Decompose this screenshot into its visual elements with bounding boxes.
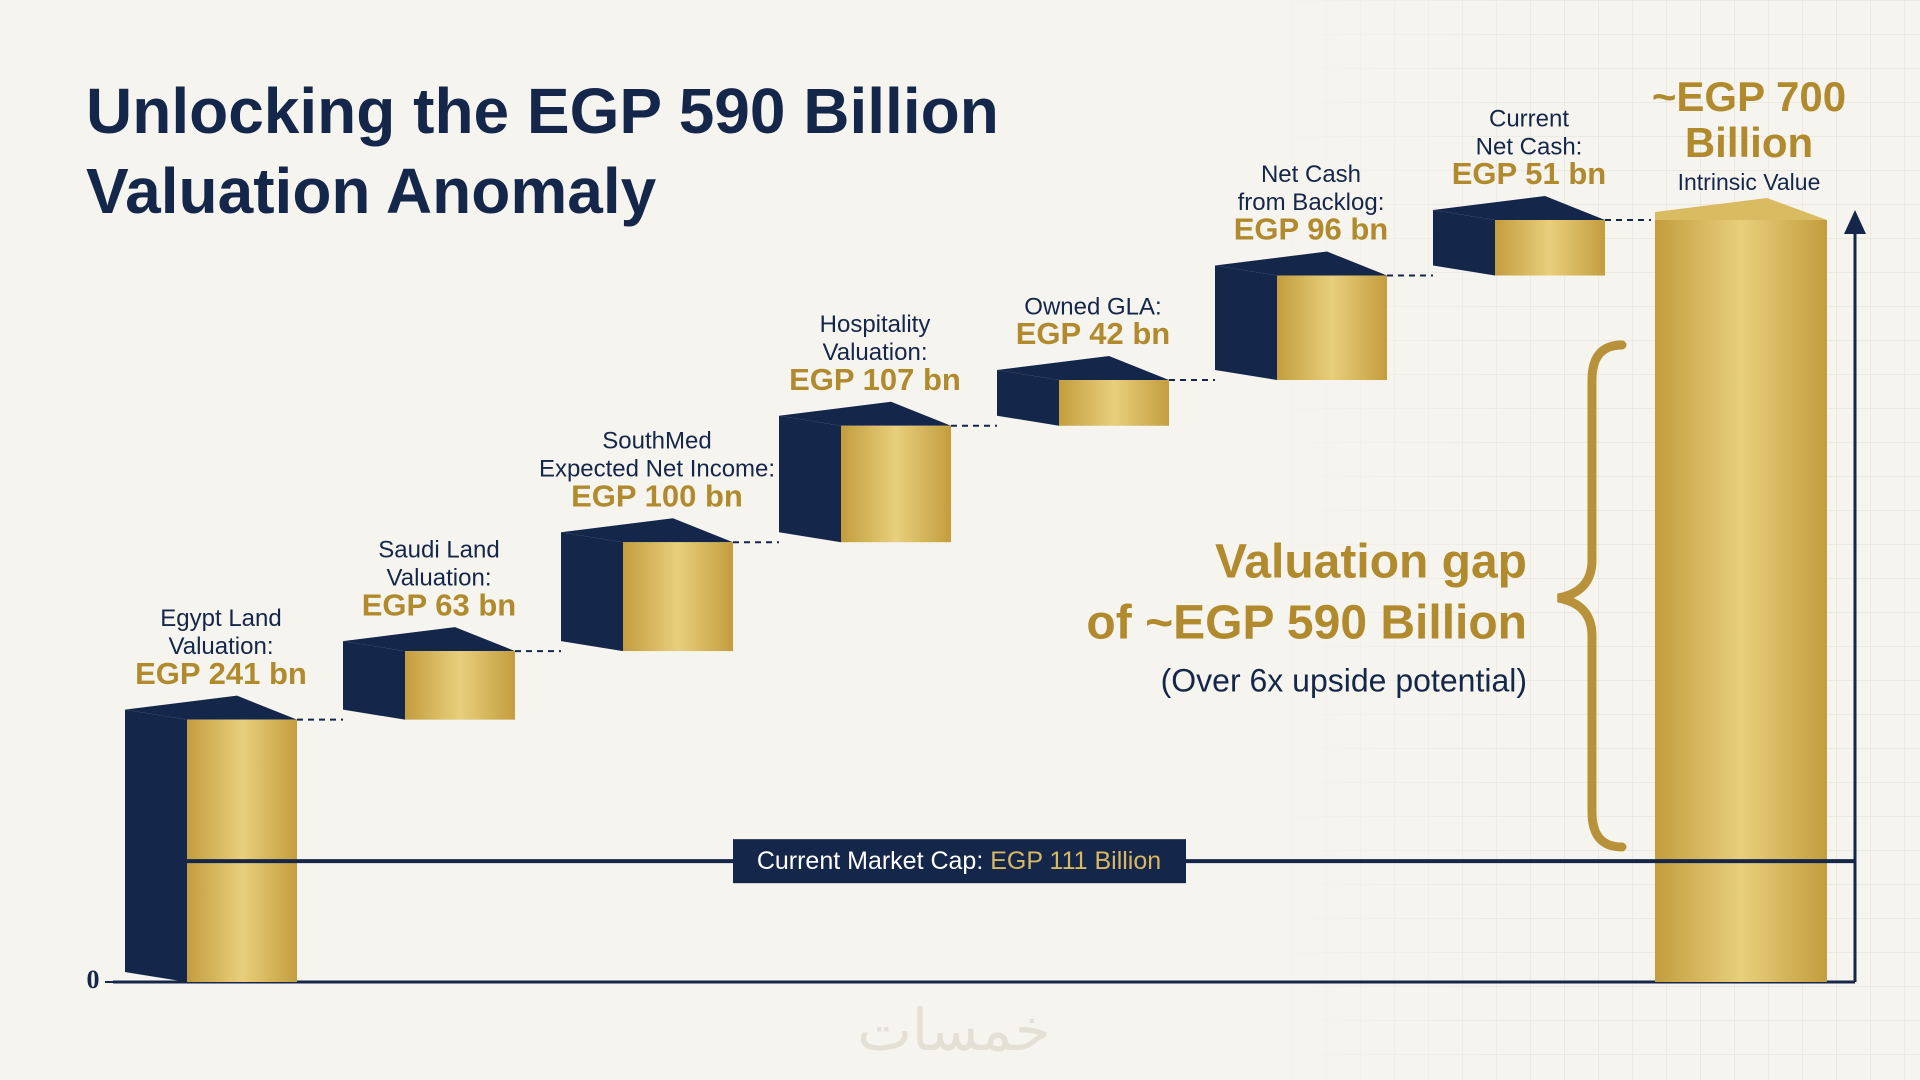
bar-side xyxy=(343,641,405,720)
reference-label-text: Current Market Cap: xyxy=(757,847,983,875)
value-label: EGP 51 bn xyxy=(1452,156,1607,191)
category-label: Valuation: xyxy=(387,564,492,591)
bar-top xyxy=(125,695,297,720)
grid-fade xyxy=(1250,0,1550,1080)
value-label: EGP 63 bn xyxy=(362,587,517,622)
gap-note: (Over 6x upside potential) xyxy=(1161,662,1527,698)
gap-brace xyxy=(1557,340,1627,852)
reference-label-box xyxy=(733,839,1186,884)
category-label: Valuation: xyxy=(169,633,274,660)
category-label: Hospitality xyxy=(820,311,931,338)
category-label: Expected Net Income: xyxy=(539,456,775,483)
bar xyxy=(405,651,515,720)
y-axis-arrow xyxy=(1844,210,1866,234)
category-label: Net Cash: xyxy=(1476,133,1583,160)
value-label: EGP 241 bn xyxy=(135,656,307,691)
value-label: EGP 42 bn xyxy=(1016,316,1171,351)
gap-annotation: of ~EGP 590 Billion xyxy=(1086,597,1527,650)
category-label: Owned GLA: xyxy=(1024,293,1161,320)
category-label: Net Cash xyxy=(1261,161,1361,188)
total-bar-top xyxy=(1655,198,1827,220)
watermark: خمسات xyxy=(857,996,1050,1064)
category-label: Saudi Land xyxy=(378,536,499,563)
reference-label-value: EGP 111 Billion xyxy=(990,847,1161,875)
total-bar xyxy=(1655,220,1827,982)
total-label: ~EGP 700 xyxy=(1652,73,1846,120)
bar-side xyxy=(997,370,1059,426)
title: Unlocking the EGP 590 Billion Valuation … xyxy=(86,75,999,227)
bar xyxy=(841,425,951,543)
bar xyxy=(1495,220,1605,276)
title-line: Valuation Anomaly xyxy=(86,155,657,227)
bar-top xyxy=(997,356,1169,381)
reference-label: Current Market Cap: EGP 111 Billion xyxy=(757,847,1161,875)
bar-side xyxy=(1215,265,1277,381)
bar-side xyxy=(125,709,187,982)
total-sublabel: Intrinsic Value xyxy=(1678,169,1821,195)
bar-top xyxy=(779,401,951,426)
category-label: Valuation: xyxy=(823,339,928,366)
title-line: Unlocking the EGP 590 Billion xyxy=(86,75,999,147)
bar-side xyxy=(1433,210,1495,276)
bar-top xyxy=(561,518,733,543)
value-label: EGP 107 bn xyxy=(789,362,961,397)
category-label: SouthMed xyxy=(602,428,711,455)
value-label: EGP 100 bn xyxy=(571,478,743,513)
bar-side xyxy=(561,532,623,652)
bar-side xyxy=(779,415,841,543)
bar xyxy=(1059,380,1169,426)
category-label: Current xyxy=(1489,105,1569,132)
value-label: EGP 96 bn xyxy=(1234,212,1389,247)
bar-top xyxy=(1215,251,1387,276)
bar xyxy=(187,719,297,982)
category-label: from Backlog: xyxy=(1238,189,1385,216)
bar-top xyxy=(343,627,515,652)
total-label: Billion xyxy=(1685,119,1813,166)
bar-top xyxy=(1433,196,1605,220)
gap-annotation: Valuation gap xyxy=(1215,536,1527,589)
category-label: Egypt Land xyxy=(160,605,281,632)
bar xyxy=(623,542,733,652)
y-tick-label: 0 xyxy=(87,965,100,994)
bar xyxy=(1277,275,1387,381)
